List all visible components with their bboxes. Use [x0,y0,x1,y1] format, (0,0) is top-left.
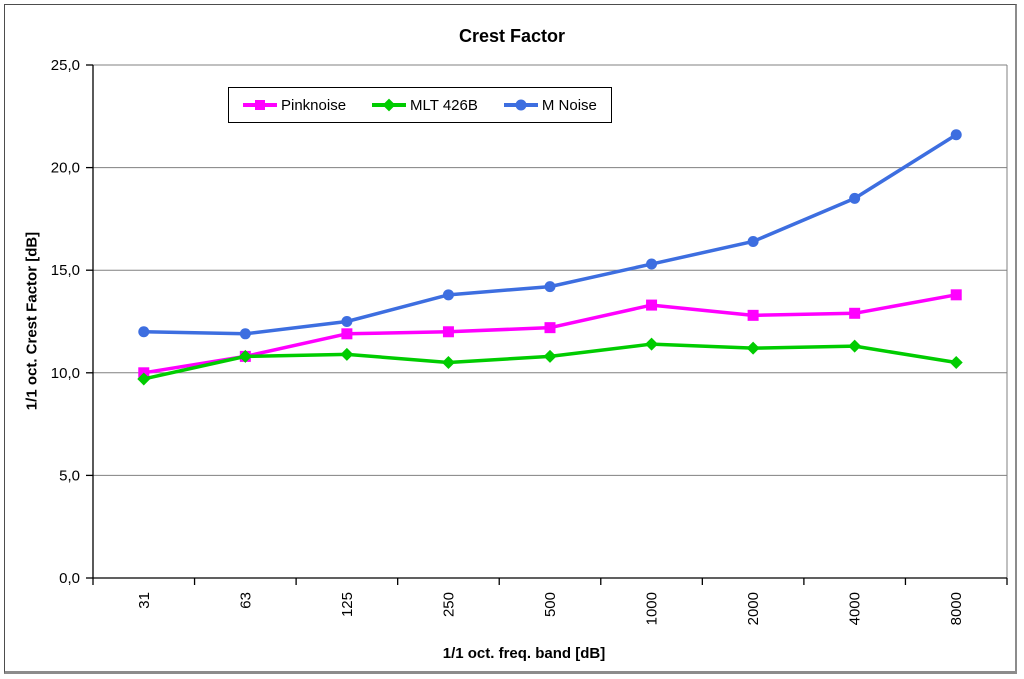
y-tick-label-3: 15,0 [51,262,80,279]
series-line-M Noise [142,133,958,336]
data-point-M Noise-250 [442,289,454,301]
data-point-Pinknoise-1000 [646,299,658,311]
data-point-Pinknoise-500 [544,322,556,334]
x-tick-label-63: 63 [237,592,254,609]
data-point-Pinknoise-250 [442,326,454,338]
x-tick-label-1000: 1000 [644,592,661,625]
data-point-MLT 426B-1000 [645,337,659,351]
data-point-MLT 426B-250 [441,356,455,370]
data-point-MLT 426B-31 [137,372,151,386]
legend-label: MLT 426B [410,96,478,114]
data-point-M Noise-63 [239,328,251,340]
y-tick-label-4: 20,0 [51,160,80,177]
data-point-Pinknoise-125 [341,328,353,340]
data-point-Pinknoise-8000 [950,289,962,301]
x-tick-label-31: 31 [136,592,153,609]
x-tick-label-4000: 4000 [847,592,864,625]
pinknoise-line-swatch [243,100,277,110]
y-tick-label-5: 25,0 [51,57,80,74]
chart-border [4,4,1017,674]
x-axis-title: 1/1 oct. freq. band [dB] [442,645,606,662]
square-marker-icon [255,100,265,110]
data-point-MLT 426B-500 [543,349,557,363]
y-tick-label-0: 0,0 [59,570,80,587]
data-point-Pinknoise-2000 [747,309,759,321]
data-point-M Noise-8000 [950,129,962,141]
y-axis-title: 1/1 oct. Crest Factor [dB] [23,231,41,411]
mnoise-line-swatch [503,99,538,111]
data-point-Pinknoise-4000 [849,307,861,319]
mlt426b-line-swatch [372,98,407,112]
data-point-M Noise-4000 [849,192,861,204]
legend-item-mlt-426b: MLT 426B [372,97,478,114]
x-tick-label-125: 125 [339,592,356,617]
legend-item-pinknoise: Pinknoise [243,97,346,114]
x-tick-label-250: 250 [440,592,457,617]
data-point-M Noise-1000 [646,258,658,270]
legend: Pinknoise MLT 426B M Noise [228,87,612,123]
x-tick-label-8000: 8000 [948,592,965,625]
x-tick-label-500: 500 [542,592,559,617]
data-point-MLT 426B-125 [340,347,354,361]
data-point-MLT 426B-2000 [746,341,760,355]
chart-title: Crest Factor [458,26,566,46]
legend-label: M Noise [541,96,597,114]
diamond-marker-icon [382,98,396,112]
data-point-M Noise-2000 [747,235,759,247]
legend-label: Pinknoise [281,96,347,114]
x-tick-label-2000: 2000 [745,592,762,625]
data-point-MLT 426B-63 [238,349,252,363]
data-point-MLT 426B-8000 [949,356,963,370]
y-tick-label-1: 5,0 [59,467,80,484]
y-tick-label-2: 10,0 [51,365,80,382]
data-point-M Noise-125 [341,316,353,327]
data-point-M Noise-31 [138,326,150,338]
legend-item-m-noise: M Noise [503,96,597,114]
circle-marker-icon [515,99,527,111]
data-point-MLT 426B-4000 [848,339,862,353]
data-point-M Noise-500 [544,281,556,293]
